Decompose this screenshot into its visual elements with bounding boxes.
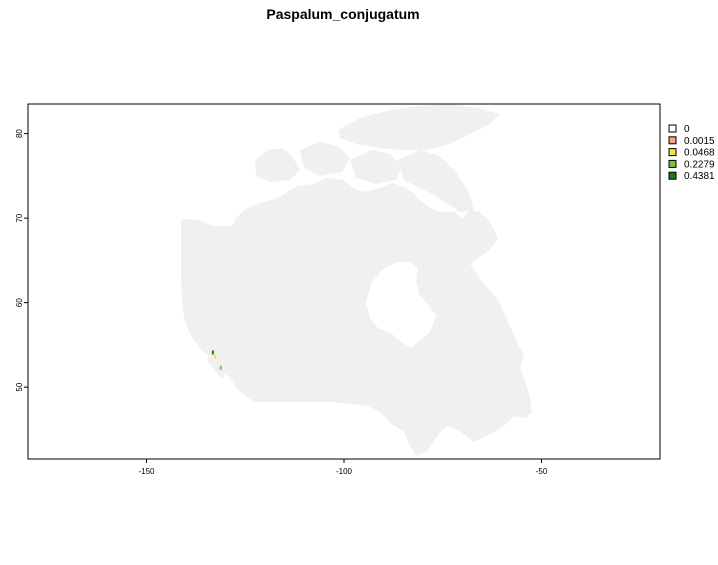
- plot-title: Paspalum_conjugatum: [266, 6, 420, 22]
- arctic-island-1: [255, 148, 300, 182]
- legend-swatch: [668, 171, 677, 180]
- x-tick-label: -100: [336, 467, 353, 476]
- x-tick-label: -50: [536, 467, 548, 476]
- x-axis: -150 -100 -50: [138, 459, 548, 476]
- baffin-island: [398, 150, 474, 212]
- occurrence-pixel: [211, 350, 214, 355]
- legend-swatch: [668, 148, 677, 157]
- legend-label: 0.0015: [684, 136, 715, 147]
- occurrence-pixel: [214, 354, 217, 359]
- y-tick-label: 80: [15, 129, 24, 138]
- legend-label: 0: [684, 124, 690, 135]
- southampton-island: [402, 234, 424, 252]
- legend-label: 0.0468: [684, 148, 715, 159]
- legend-swatch: [668, 124, 677, 133]
- y-tick-label: 60: [15, 298, 24, 307]
- arctic-island-3: [350, 150, 402, 184]
- x-tick-label: -150: [138, 467, 155, 476]
- hudson-bay: [366, 262, 436, 348]
- legend-label: 0.2279: [684, 159, 715, 170]
- mainland: [181, 183, 532, 456]
- canada-landmass: [181, 104, 532, 456]
- y-tick-label: 50: [15, 382, 24, 391]
- vancouver-island: [208, 354, 226, 378]
- arctic-island-2: [300, 142, 350, 176]
- legend-label: 0.4381: [684, 171, 715, 182]
- occurrence-pixel: [219, 365, 222, 370]
- victoria-island: [310, 178, 356, 204]
- legend-swatch: [668, 136, 677, 145]
- y-tick-label: 70: [15, 213, 24, 222]
- ellesmere-island: [338, 104, 500, 150]
- legend-swatch: [668, 159, 677, 168]
- y-axis: 50 60 70 80: [15, 129, 28, 392]
- newfoundland: [486, 366, 512, 404]
- occurrence-points: [211, 350, 222, 370]
